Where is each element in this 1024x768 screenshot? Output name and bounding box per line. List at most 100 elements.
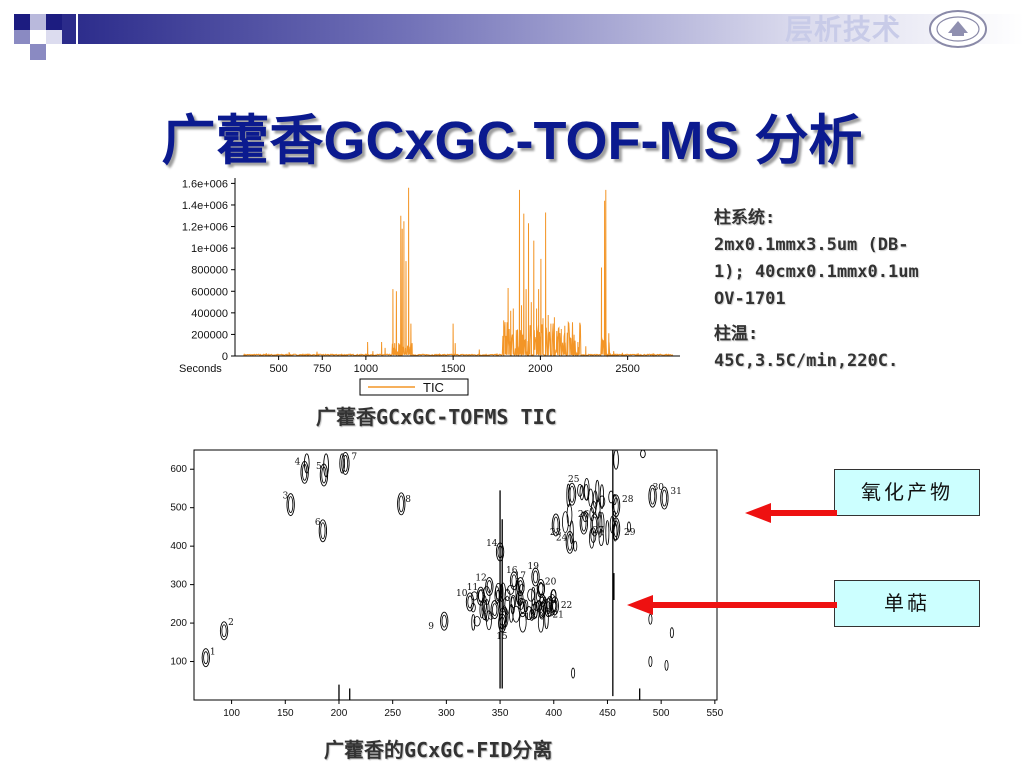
y-tick-label: 1e+006 xyxy=(191,243,228,255)
tic-chromatogram: 0 200000 400000 600000 800000 1e+006 1.2e+006 1… xyxy=(179,178,680,396)
x-tick-label: 500 xyxy=(269,363,287,375)
y-tick-label: 400000 xyxy=(191,308,228,320)
contour-spot xyxy=(286,493,295,517)
y-tick-label: 1.2e+006 xyxy=(182,222,228,234)
peak-label: 7 xyxy=(351,452,357,462)
conditions-panel: 柱系统: 2mx0.1mmx3.5um (DB- 1); 40cmx0.1mmx… xyxy=(714,205,1014,375)
corner-square xyxy=(30,44,46,60)
legend: TIC xyxy=(359,378,469,396)
x-tick-label: 1000 xyxy=(354,363,378,375)
x-axis-label: Seconds xyxy=(179,363,222,375)
column-spec-line: OV-1701 xyxy=(714,289,786,309)
y-tick-label: 200 xyxy=(170,618,187,629)
peak-label: 26 xyxy=(578,510,590,520)
corner-square xyxy=(14,14,30,30)
x-tick-label: 350 xyxy=(492,708,509,719)
peak-label: 12 xyxy=(475,574,486,584)
corner-square xyxy=(46,14,62,30)
brand-title: 层析技术 xyxy=(785,13,902,46)
peak-label: 9 xyxy=(428,622,434,632)
x-tick-label: 400 xyxy=(545,708,562,719)
tic-caption: 广藿香GCxGC-TOFMS TIC xyxy=(316,405,557,429)
peak-label: 23 xyxy=(550,528,562,538)
fid-caption: 广藿香的GCxGC-FID分离 xyxy=(324,738,553,762)
peak-label: 28 xyxy=(622,495,634,505)
arrow-left-icon xyxy=(627,595,837,615)
contour-spot xyxy=(660,486,669,510)
contour-spot xyxy=(551,513,561,537)
peak-label: 24 xyxy=(556,533,568,543)
peak-label: 30 xyxy=(653,483,665,493)
x-tick-label: 450 xyxy=(599,708,616,719)
y-tick-label: 600000 xyxy=(191,286,228,298)
contour-spot xyxy=(397,492,406,516)
peak-label: 17 xyxy=(514,572,526,582)
contour-spot xyxy=(440,611,449,631)
column-spec-line: 2mx0.1mmx3.5um (DB- xyxy=(714,235,909,255)
contour-spot xyxy=(648,484,657,508)
temperature-program: 45C,3.5C/min,220C. xyxy=(714,351,899,371)
x-tick-label: 250 xyxy=(384,708,401,719)
peak-label: 4 xyxy=(295,457,301,467)
x-tick-label: 200 xyxy=(331,708,348,719)
contour-spot xyxy=(465,592,475,612)
peak-label: 3 xyxy=(283,492,289,502)
y-tick-label: 100 xyxy=(170,657,187,668)
x-tick-label: 500 xyxy=(653,708,670,719)
contour-spot xyxy=(219,621,229,641)
corner-square xyxy=(46,30,62,44)
peak-label: 8 xyxy=(405,495,411,505)
column-spec-line: 1); 40cmx0.1mmx0.1um xyxy=(714,262,919,282)
peak-label: 29 xyxy=(624,528,636,538)
peak-label: 1 xyxy=(210,648,216,658)
x-tick-label: 2500 xyxy=(615,363,639,375)
peak-label: 25 xyxy=(568,475,580,485)
x-tick-label: 1500 xyxy=(441,363,465,375)
y-tick-label: 1.4e+006 xyxy=(182,200,228,212)
peak-label: 31 xyxy=(670,487,681,497)
tic-series-line xyxy=(243,187,674,358)
x-tick-label: 150 xyxy=(277,708,294,719)
peak-label: 6 xyxy=(315,518,321,528)
peak-label: 11 xyxy=(467,583,478,593)
x-tick-label: 300 xyxy=(438,708,455,719)
page-title: 广藿香GCxGC-TOF-MS 分析 xyxy=(161,111,863,171)
peak-label: 16 xyxy=(506,566,518,576)
peak-label: 27 xyxy=(593,526,605,536)
peak-label: 2 xyxy=(228,618,234,628)
plot-frame xyxy=(193,449,718,701)
y-tick-label: 600 xyxy=(170,464,187,475)
oxidation-products-callout: 氧化产物 xyxy=(834,469,980,516)
x-tick-label: 100 xyxy=(223,708,240,719)
x-tick-label: 2000 xyxy=(528,363,552,375)
x-tick-label: 550 xyxy=(707,708,724,719)
university-seal-icon xyxy=(928,9,988,53)
y-tick-label: 300 xyxy=(170,580,187,591)
corner-square xyxy=(14,30,30,44)
y-tick-label: 400 xyxy=(170,541,187,552)
corner-square xyxy=(30,14,46,30)
contour-spot xyxy=(590,513,599,537)
contour-cluster xyxy=(303,449,674,700)
peak-label: 19 xyxy=(528,562,540,572)
corner-square xyxy=(62,14,76,44)
gcxgc-fid-contour-plot: 100 200 300 400 500 600 100 150 200 250 300 350 400 4… xyxy=(170,449,724,719)
monoterpene-callout: 单萜 xyxy=(834,580,980,627)
y-tick-label: 800000 xyxy=(191,265,228,277)
peak-label: 20 xyxy=(545,577,557,587)
x-tick-label: 750 xyxy=(313,363,331,375)
arrow-left-icon xyxy=(745,503,837,523)
contour-spot xyxy=(341,452,350,475)
peak-label: 18 xyxy=(525,613,537,623)
peak-label: 5 xyxy=(316,462,322,472)
y-tick-label: 200000 xyxy=(191,329,228,341)
y-tick-label: 500 xyxy=(170,503,187,514)
contour-spot xyxy=(201,648,210,668)
contour-spot xyxy=(318,519,328,543)
contour-spot xyxy=(531,567,540,587)
peak-label: 10 xyxy=(456,589,468,599)
header-gradient-bar xyxy=(78,14,1024,44)
column-label: 柱系统: xyxy=(714,208,776,228)
temperature-label: 柱温: xyxy=(714,324,759,344)
peak-label: 22 xyxy=(561,601,572,611)
